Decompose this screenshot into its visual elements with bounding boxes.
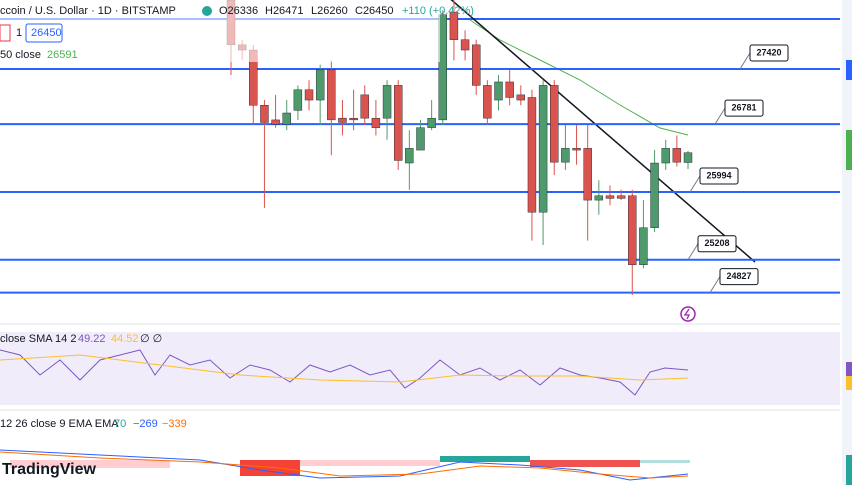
label-leader bbox=[709, 276, 721, 293]
scale-marker bbox=[846, 60, 852, 80]
level-label-box bbox=[699, 167, 739, 185]
candle-body bbox=[449, 11, 459, 40]
candle-body bbox=[271, 119, 280, 125]
alert-bolt bbox=[683, 308, 691, 320]
ohlc-close: C26450 bbox=[355, 5, 394, 17]
candle-body bbox=[315, 69, 325, 101]
candle-body bbox=[516, 94, 526, 101]
candle-body bbox=[672, 148, 682, 163]
symbol: ccoin / U.S. Dollar · 1D · BITSTAMP bbox=[0, 5, 176, 17]
rsi-label: close SMA 14 2 bbox=[0, 333, 76, 345]
level-label: 25994 bbox=[706, 170, 731, 180]
candle-body bbox=[505, 81, 514, 98]
scale-marker bbox=[846, 455, 852, 485]
macd-hist: 70 bbox=[114, 418, 126, 430]
level-label: 27420 bbox=[756, 47, 781, 57]
candle-body bbox=[628, 195, 637, 265]
candle-body bbox=[561, 148, 570, 163]
sell-box[interactable] bbox=[0, 24, 11, 42]
candle-body bbox=[327, 69, 336, 121]
market-status bbox=[202, 6, 212, 16]
ohlc-open: O26336 bbox=[219, 5, 258, 17]
ma-label: 50 close bbox=[0, 49, 41, 61]
trend-line bbox=[450, 0, 756, 263]
candle-body bbox=[605, 195, 615, 199]
candle-body bbox=[371, 117, 381, 128]
candle-body bbox=[583, 148, 592, 201]
ma-value: 26591 bbox=[47, 49, 78, 61]
candle-body bbox=[349, 117, 358, 121]
label-leader bbox=[714, 107, 726, 125]
macd-value: −269 bbox=[133, 418, 158, 430]
candle-body bbox=[527, 97, 537, 213]
logo[interactable]: TradingView bbox=[2, 461, 97, 478]
ohlc-low: L26260 bbox=[311, 5, 348, 17]
candle-body bbox=[650, 162, 659, 228]
candle-body bbox=[550, 85, 559, 163]
candle-body bbox=[483, 85, 492, 119]
label-leader bbox=[689, 175, 701, 193]
candle-body bbox=[438, 14, 447, 121]
candle-body bbox=[572, 148, 581, 151]
ohlc-high: H26471 bbox=[265, 5, 304, 17]
level-label-box bbox=[749, 44, 789, 62]
scale-marker bbox=[846, 362, 852, 376]
candle-body bbox=[538, 85, 548, 213]
candle-body bbox=[338, 117, 347, 123]
macd-signal: −339 bbox=[162, 418, 187, 430]
rsi-extra: ∅ ∅ bbox=[140, 333, 162, 345]
level-label: 25208 bbox=[704, 238, 729, 248]
candle-body bbox=[594, 195, 604, 201]
candle-body bbox=[661, 148, 670, 164]
rsi-value: 49.22 bbox=[78, 333, 106, 345]
candle-body bbox=[683, 152, 693, 163]
candle-body bbox=[393, 85, 403, 161]
candle-body bbox=[494, 81, 503, 101]
rsi-band bbox=[0, 332, 840, 405]
rsi-sma-value: 44.52 bbox=[111, 333, 139, 345]
scale-marker bbox=[846, 130, 852, 170]
label-leader bbox=[687, 243, 699, 261]
candle-body bbox=[260, 105, 269, 123]
label-leader bbox=[739, 52, 751, 70]
candle-body bbox=[639, 227, 648, 265]
candle-body bbox=[382, 85, 392, 119]
level-label-box bbox=[724, 99, 764, 117]
candle-body bbox=[427, 117, 436, 128]
candle-body bbox=[472, 44, 481, 86]
price-scale-edge bbox=[842, 0, 852, 485]
legend-bg bbox=[0, 0, 440, 62]
quantity[interactable]: 1 bbox=[16, 27, 22, 39]
candle-body bbox=[460, 39, 470, 51]
candle-body bbox=[616, 195, 626, 199]
alert-icon[interactable] bbox=[680, 306, 696, 322]
candle-body bbox=[416, 127, 425, 151]
candle-body bbox=[360, 94, 369, 119]
macd-histogram bbox=[10, 456, 690, 476]
signal-line bbox=[0, 451, 689, 479]
level-label-box bbox=[719, 268, 759, 286]
scale-marker bbox=[846, 376, 852, 390]
candle-body bbox=[293, 89, 303, 111]
price-box[interactable] bbox=[25, 23, 63, 43]
level-label: 26781 bbox=[731, 102, 756, 112]
level-label: 24827 bbox=[726, 271, 751, 281]
level-label-box bbox=[697, 235, 737, 253]
candle-body bbox=[304, 89, 314, 101]
candle-body bbox=[282, 112, 291, 125]
ma-line bbox=[469, 19, 689, 136]
change: +110 (+0.42%) bbox=[402, 5, 474, 17]
candle-body bbox=[405, 148, 414, 164]
rsi-sma-line bbox=[0, 354, 689, 383]
macd-label: 12 26 close 9 EMA EMA bbox=[0, 418, 119, 430]
price[interactable]: 26450 bbox=[31, 27, 62, 39]
rsi-line bbox=[0, 349, 689, 396]
